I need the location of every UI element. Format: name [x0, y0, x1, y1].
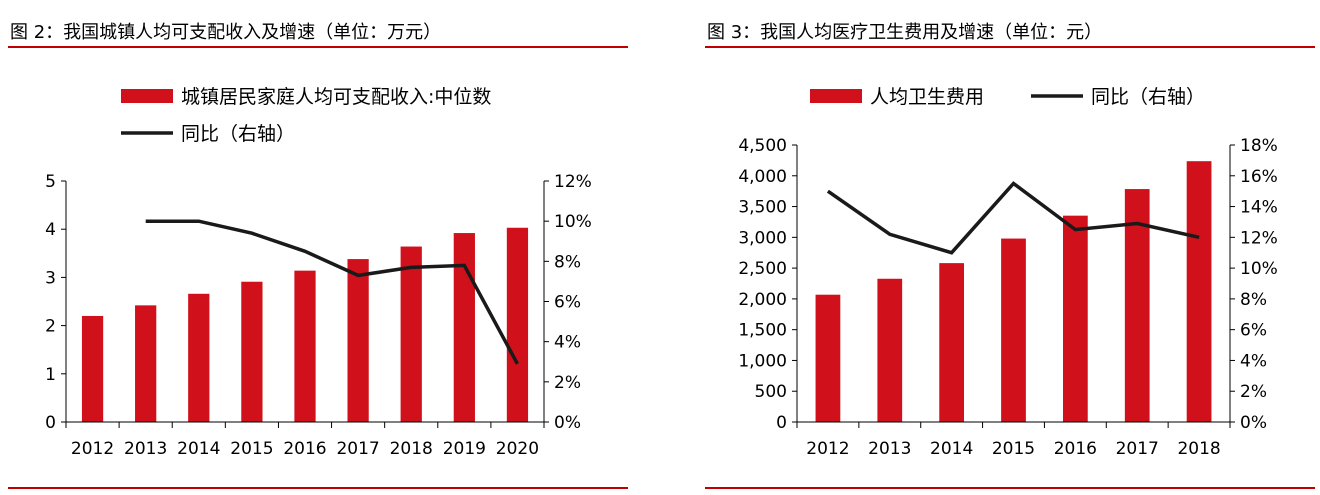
y-tick-label-right: 0%	[554, 413, 581, 433]
bar	[1001, 238, 1026, 422]
chart-title: 图 3：我国人均医疗卫生费用及增速（单位：元）	[707, 22, 1103, 43]
x-tick-label: 2014	[930, 439, 973, 459]
x-tick-label: 2016	[1054, 439, 1097, 459]
x-tick-label: 2013	[124, 439, 167, 459]
y-tick-label-left: 2	[45, 317, 56, 337]
bottom-rule	[8, 487, 628, 489]
y-tick-label-left: 0	[45, 413, 56, 433]
y-tick-label-right: 8%	[1240, 290, 1267, 310]
chart-panel-health: 图 3：我国人均医疗卫生费用及增速（单位：元） 0 500 1,000 1,500 2,…	[697, 0, 1320, 495]
bar	[188, 293, 210, 422]
bar	[1062, 215, 1088, 422]
y-tick-label-left: 3,500	[738, 198, 787, 218]
bar	[294, 270, 316, 422]
x-tick-label: 2012	[71, 439, 114, 459]
y-tick-label-left: 3	[45, 268, 56, 288]
bar	[400, 246, 422, 422]
series-line-yoy	[145, 219, 519, 365]
y-tick-label-left: 2,000	[738, 290, 787, 310]
legend-swatch-bar	[810, 89, 862, 103]
x-tick-label: 2015	[992, 439, 1035, 459]
x-tick-label: 2013	[868, 439, 911, 459]
y-tick-label-right: 12%	[554, 172, 592, 192]
x-tick-label: 2018	[390, 439, 433, 459]
x-tick-label: 2018	[1177, 439, 1220, 459]
y-tick-label-right: 16%	[1240, 167, 1278, 187]
bar	[815, 294, 841, 422]
y-tick-label-left: 4,500	[738, 136, 787, 156]
legend-label: 人均卫生费用	[870, 86, 984, 108]
bar	[135, 305, 157, 422]
bottom-rule	[705, 487, 1315, 489]
y-tick-label-right: 10%	[554, 212, 592, 232]
title-rule	[8, 46, 628, 48]
y-tick-label-left: 500	[755, 382, 787, 402]
legend-swatch-bar	[121, 89, 173, 103]
y-tick-label-right: 10%	[1240, 259, 1278, 279]
bar	[506, 227, 529, 422]
bar	[877, 278, 903, 422]
legend-label: 城镇居民家庭人均可支配收入:中位数	[181, 86, 491, 108]
chart-panel-income: 图 2：我国城镇人均可支配收入及增速（单位：万元） 0 1 2 3 4 5 0% 2% 4% 6%…	[0, 0, 640, 495]
title-rule	[705, 46, 1315, 48]
y-tick-label-left: 2,500	[738, 259, 787, 279]
x-tick-label: 2015	[230, 439, 273, 459]
x-tick-label: 2016	[283, 439, 326, 459]
y-tick-label-right: 0%	[1240, 413, 1267, 433]
bar	[939, 263, 965, 422]
x-tick-label: 2012	[806, 439, 849, 459]
y-tick-label-left: 4	[45, 220, 56, 240]
legend-label: 同比（右轴）	[1091, 86, 1205, 108]
x-tick-label: 2020	[496, 439, 539, 459]
y-tick-label-right: 12%	[1240, 228, 1278, 248]
y-tick-label-left: 1,000	[738, 351, 787, 371]
y-tick-label-right: 2%	[1240, 382, 1267, 402]
x-tick-label: 2017	[336, 439, 379, 459]
y-tick-label-left: 3,000	[738, 228, 787, 248]
bar	[1186, 161, 1212, 422]
x-tick-label: 2014	[177, 439, 220, 459]
bar	[347, 259, 369, 422]
chart-income-svg: 0 1 2 3 4 5 0% 2% 4% 6% 8% 10% 12% 2012 2013 2014 2015 20…	[45, 86, 592, 459]
legend-label: 同比（右轴）	[181, 123, 295, 145]
bar	[1124, 189, 1150, 422]
y-tick-label-left: 1,500	[738, 321, 787, 341]
bar	[241, 281, 263, 422]
y-tick-label-right: 14%	[1240, 198, 1278, 218]
y-tick-label-right: 2%	[554, 373, 581, 393]
y-tick-label-left: 5	[45, 172, 56, 192]
y-tick-label-right: 18%	[1240, 136, 1278, 156]
y-tick-label-left: 0	[776, 413, 787, 433]
y-tick-label-right: 4%	[554, 333, 581, 353]
bar	[81, 315, 104, 422]
series-line-yoy	[826, 181, 1200, 255]
y-tick-label-right: 4%	[1240, 351, 1267, 371]
y-tick-label-left: 1	[45, 365, 56, 385]
x-tick-label: 2019	[443, 439, 486, 459]
y-tick-label-right: 6%	[1240, 321, 1267, 341]
y-tick-label-left: 4,000	[738, 167, 787, 187]
y-tick-label-right: 6%	[554, 293, 581, 313]
y-tick-label-right: 8%	[554, 252, 581, 272]
x-tick-label: 2017	[1116, 439, 1159, 459]
chart-title: 图 2：我国城镇人均可支配收入及增速（单位：万元）	[10, 22, 442, 43]
bar	[453, 233, 475, 422]
chart-health-svg: 0 500 1,000 1,500 2,000 2,500 3,000 3,500 4,000 4…	[738, 86, 1278, 459]
